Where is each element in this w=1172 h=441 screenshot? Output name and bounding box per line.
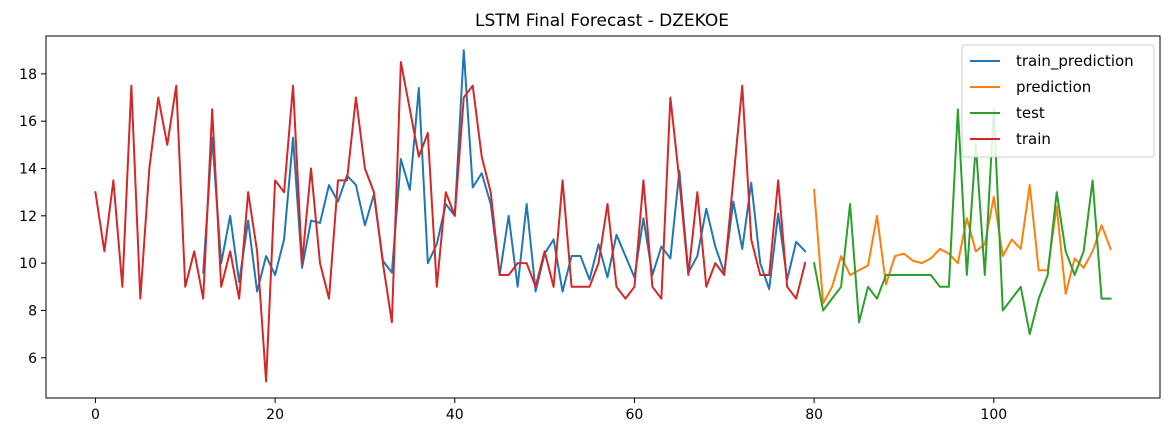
legend: train_prediction prediction test train bbox=[961, 44, 1155, 158]
x-tick-label: 60 bbox=[626, 407, 644, 423]
plot-area bbox=[94, 49, 1112, 383]
y-tick-label: 8 bbox=[28, 303, 37, 319]
series-line-train bbox=[94, 61, 807, 383]
legend-label-test: test bbox=[1016, 104, 1045, 122]
legend-label-prediction: prediction bbox=[1016, 78, 1091, 96]
chart-title: LSTM Final Forecast - DZEKOE bbox=[475, 11, 729, 31]
series-line-prediction bbox=[813, 184, 1112, 305]
x-tick-label: 80 bbox=[805, 407, 823, 423]
y-tick-label: 6 bbox=[28, 351, 37, 367]
legend-label-train-prediction: train_prediction bbox=[1016, 52, 1134, 71]
axes: 0 20 40 60 80 100 6 8 10 12 14 16 18 bbox=[19, 35, 1161, 423]
legend-label-train: train bbox=[1016, 130, 1051, 148]
series-line-test bbox=[812, 108, 1112, 336]
y-tick-label: 10 bbox=[19, 256, 37, 272]
y-tick-label: 16 bbox=[19, 114, 37, 130]
x-tick-label: 20 bbox=[266, 407, 284, 423]
series-line-train-prediction bbox=[202, 49, 807, 293]
y-tick-label: 12 bbox=[19, 209, 37, 225]
x-tick-label: 100 bbox=[980, 407, 1007, 423]
legend-box bbox=[961, 44, 1155, 158]
x-tick-label: 0 bbox=[91, 407, 100, 423]
y-tick-label: 14 bbox=[19, 161, 37, 177]
axes-frame bbox=[45, 35, 1161, 399]
y-tick-label: 18 bbox=[19, 67, 37, 83]
x-tick-label: 40 bbox=[446, 407, 464, 423]
